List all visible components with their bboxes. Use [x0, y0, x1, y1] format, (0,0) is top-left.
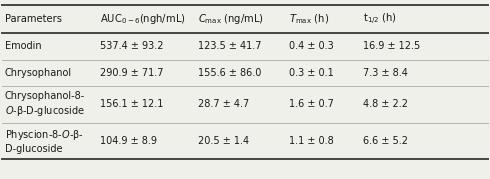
Text: 6.6 ± 5.2: 6.6 ± 5.2 [363, 136, 408, 146]
Text: 156.1 ± 12.1: 156.1 ± 12.1 [100, 100, 164, 109]
Text: $\it{C}_{\rm max}$ (ng/mL): $\it{C}_{\rm max}$ (ng/mL) [198, 12, 265, 26]
Text: AUC$_{0-6}$(ngh/mL): AUC$_{0-6}$(ngh/mL) [100, 12, 186, 26]
Text: Emodin: Emodin [5, 41, 42, 51]
Text: Parameters: Parameters [5, 14, 62, 24]
Text: 28.7 ± 4.7: 28.7 ± 4.7 [198, 100, 250, 109]
Text: 1.1 ± 0.8: 1.1 ± 0.8 [289, 136, 334, 146]
Text: 0.4 ± 0.3: 0.4 ± 0.3 [289, 41, 334, 51]
Text: 1.6 ± 0.7: 1.6 ± 0.7 [289, 100, 334, 109]
Text: 7.3 ± 8.4: 7.3 ± 8.4 [363, 68, 408, 78]
Text: 155.6 ± 86.0: 155.6 ± 86.0 [198, 68, 262, 78]
Text: 0.3 ± 0.1: 0.3 ± 0.1 [289, 68, 334, 78]
Text: t$_{1/2}$ (h): t$_{1/2}$ (h) [363, 12, 396, 27]
Text: 16.9 ± 12.5: 16.9 ± 12.5 [363, 41, 420, 51]
Text: Physcion-8-$\it{O}$-β-
D-glucoside: Physcion-8-$\it{O}$-β- D-glucoside [5, 128, 84, 154]
Text: 290.9 ± 71.7: 290.9 ± 71.7 [100, 68, 164, 78]
Text: 537.4 ± 93.2: 537.4 ± 93.2 [100, 41, 164, 51]
Text: $\it{T}_{\rm max}$ (h): $\it{T}_{\rm max}$ (h) [289, 13, 329, 26]
Text: Chrysophanol: Chrysophanol [5, 68, 72, 78]
Text: 20.5 ± 1.4: 20.5 ± 1.4 [198, 136, 249, 146]
Text: 104.9 ± 8.9: 104.9 ± 8.9 [100, 136, 157, 146]
Text: 123.5 ± 41.7: 123.5 ± 41.7 [198, 41, 262, 51]
Text: Chrysophanol-8-
$\it{O}$-β-D-glucoside: Chrysophanol-8- $\it{O}$-β-D-glucoside [5, 91, 85, 118]
Text: 4.8 ± 2.2: 4.8 ± 2.2 [363, 100, 408, 109]
